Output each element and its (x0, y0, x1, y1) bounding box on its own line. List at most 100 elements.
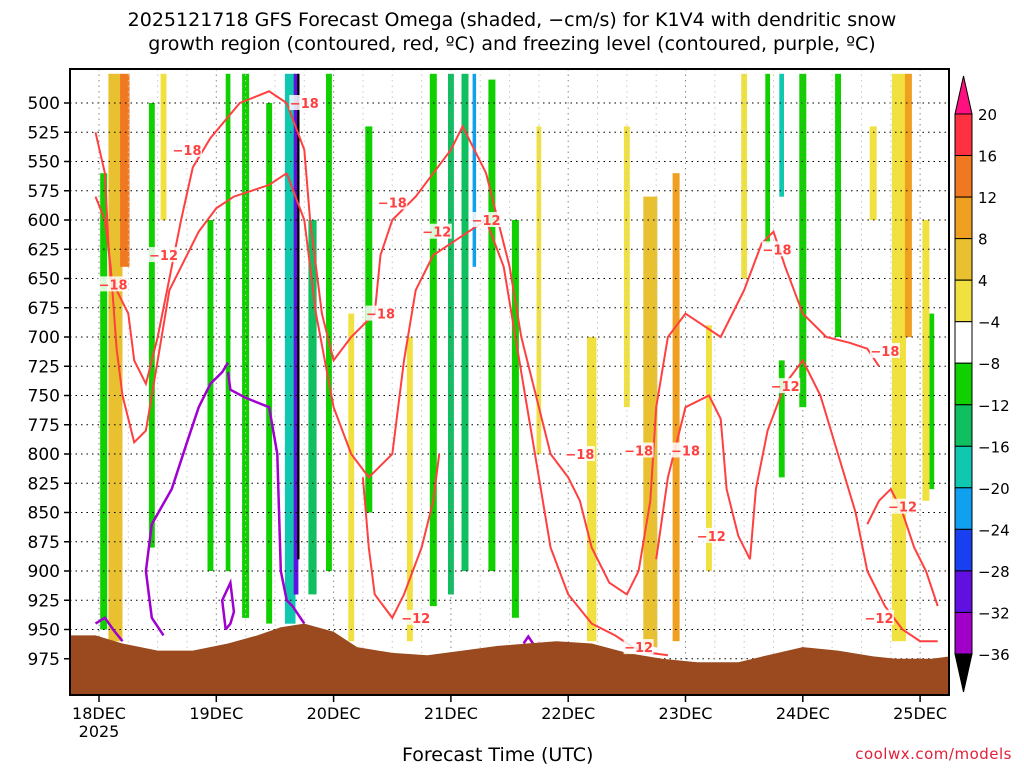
omega-band (643, 196, 658, 648)
omega-band (293, 73, 299, 595)
dgz-contour-line (94, 172, 288, 445)
y-tick-label: 925 (28, 591, 60, 611)
freezing-level-line (226, 371, 306, 625)
contour-label: −18 (99, 278, 128, 293)
x-tick-label: 23DEC (659, 704, 713, 723)
x-tick-label: 19DEC (189, 704, 243, 723)
y-tick-label: 750 (28, 387, 60, 407)
omega-band (207, 220, 214, 571)
x-tick-label: 18DEC (72, 704, 126, 723)
y-axis: 500 525 550 575 600 625 650 675 700 725 750 775 800 8… (28, 94, 70, 670)
omega-band (284, 73, 296, 624)
contour-label-bg (365, 305, 396, 321)
y-tick-label: 950 (28, 621, 60, 641)
contour-label-bg (564, 446, 595, 461)
colorbar-tick-label: −8 (978, 355, 1000, 373)
colorbar-tick-label: 20 (978, 106, 997, 124)
contour-label-bg (289, 95, 320, 110)
colorbar-tick-label: −32 (978, 605, 1010, 623)
site-credit[interactable]: coolwx.com/models (855, 745, 1012, 763)
colorbar-swatch (954, 612, 973, 655)
contour-label: −12 (624, 641, 653, 656)
omega-band (297, 73, 300, 560)
omega-band (108, 73, 123, 642)
contour-label: −18 (763, 243, 792, 258)
colorbar-swatch (954, 570, 973, 613)
freezing-level-line (94, 616, 124, 642)
colorbar-tick-label: −24 (978, 521, 1010, 539)
colorbar-swatch (954, 321, 973, 364)
omega-band (741, 73, 748, 279)
y-tick-label: 900 (28, 562, 60, 582)
omega-band (511, 220, 519, 618)
grid-lines (70, 69, 949, 695)
y-tick-label: 975 (28, 650, 60, 670)
contour-label: −12 (888, 501, 917, 516)
colorbar-swatch (954, 196, 973, 240)
colorbar-legend: 20 16 12 8 4 −4 −8 −12 −16 −20 −24 −28 −32 −36 (954, 75, 1010, 693)
colorbar-top-arrow (954, 75, 973, 115)
omega-band (488, 79, 496, 571)
contour-label-bg (172, 141, 202, 157)
omega-band (225, 73, 231, 572)
contour-labels: −18−18−12−18−18−12−12−18−12−18 −18 −18−12−… (98, 95, 918, 656)
y-tick-label: 600 (28, 211, 60, 231)
freezing-level-line (522, 634, 535, 645)
omega-band (472, 73, 477, 267)
terrain-layer (70, 623, 949, 695)
colorbar-tick-label: 16 (978, 148, 997, 166)
contour-label: −12 (697, 530, 726, 545)
colorbar-tick-label: −4 (978, 314, 1000, 332)
y-tick-label: 850 (28, 504, 60, 524)
contour-label: −12 (865, 612, 894, 627)
colorbar-tick-label: 8 (978, 231, 988, 249)
y-tick-label: 825 (28, 474, 60, 494)
omega-band (706, 325, 712, 571)
omega-band (308, 220, 317, 595)
y-tick-label: 575 (28, 182, 60, 202)
contour-label-bg (770, 378, 801, 394)
contour-label: −18 (870, 345, 899, 360)
colorbar-tick-label: 12 (978, 189, 997, 207)
omega-band (904, 73, 912, 338)
dgz-contour-line (361, 453, 441, 620)
y-tick-label: 775 (28, 416, 60, 436)
omega-band (778, 360, 785, 478)
omega-band (120, 73, 130, 267)
y-tick-label: 650 (28, 270, 60, 290)
x-tick-label: 21DEC (424, 704, 478, 723)
colorbar-tick-label: −12 (978, 397, 1010, 415)
x-tick-label: 24DEC (776, 704, 830, 723)
omega-band (929, 313, 935, 490)
contour-label: −18 (565, 448, 594, 463)
contour-label-bg (864, 609, 894, 625)
omega-shading (100, 73, 935, 648)
contour-label: −18 (671, 445, 700, 460)
omega-band (461, 73, 469, 572)
omega-band (100, 173, 108, 630)
contour-label-bg (887, 498, 918, 514)
y-tick-label: 725 (28, 357, 60, 377)
omega-band (765, 73, 770, 244)
contour-label-bg (762, 241, 792, 257)
colorbar-swatch (954, 155, 973, 198)
dgz-contour-line (637, 229, 880, 572)
contour-label: −18 (290, 97, 319, 112)
contour-label-bg (400, 609, 431, 625)
y-tick-label: 625 (28, 240, 60, 260)
dgz-contour-line (749, 358, 938, 643)
colorbar-swatch (954, 487, 973, 530)
omega-band (869, 126, 877, 220)
colorbar-swatch (954, 113, 973, 156)
x-axis: 18DEC 19DEC 20DEC 21DEC 22DEC 23DEC 24DEC 25DEC… (72, 695, 947, 741)
y-tick-label: 675 (28, 299, 60, 319)
omega-band (348, 313, 355, 642)
contour-label: −12 (472, 214, 501, 229)
x-tick-label: 22DEC (541, 704, 595, 723)
plot-frame (69, 68, 950, 696)
colorbar-swatch (954, 528, 973, 572)
freezing-level-line (144, 362, 230, 637)
dgz-contour-line (285, 172, 540, 479)
omega-band (429, 73, 437, 607)
chart-title-line2: growth region (contoured, red, ºC) and f… (148, 33, 876, 55)
